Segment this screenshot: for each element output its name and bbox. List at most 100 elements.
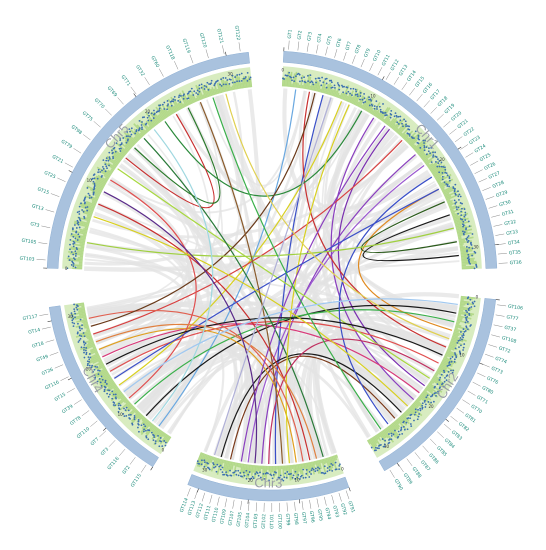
track-point <box>393 115 396 118</box>
track-bar <box>447 346 455 351</box>
track-point <box>129 135 131 138</box>
track-bar <box>152 427 159 436</box>
gene-label: GT84 <box>443 437 456 450</box>
track-point <box>310 469 313 472</box>
track-point <box>307 74 309 77</box>
track-point <box>455 201 457 204</box>
gene-label: GT6 <box>335 38 343 48</box>
gene-label: GT111 <box>203 505 213 521</box>
track-bar <box>394 127 399 133</box>
track-bar <box>116 392 124 399</box>
track-point <box>467 220 470 223</box>
background-link <box>122 246 459 393</box>
track-bar <box>427 383 435 390</box>
track-point <box>154 442 157 445</box>
track-bar <box>104 177 109 181</box>
track-bar <box>279 465 282 476</box>
gene-label: GT103 <box>252 513 259 528</box>
track-point <box>384 439 386 442</box>
track-point <box>236 80 238 83</box>
synteny-link <box>123 298 458 393</box>
track-point <box>79 337 82 340</box>
track-point <box>444 171 447 174</box>
track-point <box>123 415 126 417</box>
track-point <box>228 82 231 85</box>
track-bar <box>349 96 354 103</box>
track-point <box>300 77 303 79</box>
track-bar <box>457 235 462 238</box>
colored-links <box>86 89 459 464</box>
track-bar <box>382 114 390 123</box>
track-bar <box>118 397 128 405</box>
gene-label: GT73 <box>490 366 504 376</box>
track-point <box>463 231 466 233</box>
track-point <box>346 86 349 89</box>
track-point <box>126 131 129 133</box>
track-bar <box>86 341 95 347</box>
gene-leader-line <box>488 344 498 348</box>
track-point <box>379 108 382 111</box>
track-bar <box>225 80 230 92</box>
scale-tick <box>348 487 351 492</box>
track-bar <box>84 195 98 202</box>
track-point <box>464 214 467 216</box>
gene-label: GT25 <box>479 152 493 163</box>
track-point <box>330 79 333 82</box>
track-point <box>405 421 408 424</box>
track-bar <box>330 89 335 96</box>
track-bar <box>79 242 85 246</box>
scale-tick <box>396 462 400 467</box>
track-point <box>399 115 402 118</box>
synteny-link <box>212 97 382 430</box>
track-point <box>238 80 241 83</box>
track-point <box>405 123 407 126</box>
track-point <box>292 474 295 477</box>
track-point <box>269 473 272 476</box>
track-point <box>88 353 91 355</box>
track-bar <box>71 239 86 244</box>
gene-leader-line <box>81 410 90 416</box>
gene-leader-line <box>485 354 494 358</box>
track-bar <box>426 163 430 167</box>
gene-leader-line <box>491 334 501 338</box>
gene-label: GT27 <box>488 170 502 180</box>
track-bar <box>169 105 176 114</box>
track-point <box>469 262 472 265</box>
track-bar <box>177 102 182 110</box>
track-point <box>210 82 213 85</box>
track-bar <box>324 83 330 94</box>
track-point <box>301 80 304 82</box>
background-link <box>147 106 224 418</box>
gene-label: GT74 <box>494 356 507 366</box>
background-link <box>303 95 357 191</box>
track-point <box>140 424 143 427</box>
track-point <box>457 212 459 215</box>
track-bar <box>407 408 415 416</box>
track-bar <box>332 455 336 462</box>
track-bar <box>358 96 366 108</box>
synteny-link <box>268 338 435 464</box>
track-point <box>370 446 373 449</box>
track-point <box>442 385 445 388</box>
track-point <box>71 260 74 263</box>
track-point <box>444 376 446 379</box>
track-bar <box>90 348 98 353</box>
track-point <box>469 298 472 301</box>
gene-label: GT99 <box>284 513 291 525</box>
track-bar <box>161 104 171 117</box>
gene-leader-line <box>360 58 365 68</box>
track-bar <box>81 305 85 308</box>
track-bar <box>106 157 118 167</box>
track-point <box>363 97 366 100</box>
track-bar <box>444 353 452 358</box>
gene-leader-line <box>472 381 481 387</box>
track-bar <box>151 425 157 433</box>
track-bar <box>148 126 152 130</box>
track-point <box>463 343 466 345</box>
track-bar <box>459 307 471 312</box>
track-point <box>93 173 96 176</box>
track-point <box>417 136 420 138</box>
track-bar <box>303 463 306 470</box>
track-point <box>129 130 131 133</box>
track-bar <box>78 308 86 312</box>
